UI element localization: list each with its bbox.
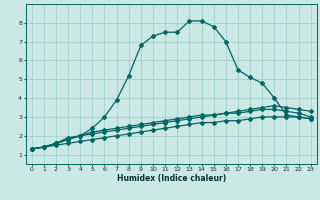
X-axis label: Humidex (Indice chaleur): Humidex (Indice chaleur) [116, 174, 226, 183]
